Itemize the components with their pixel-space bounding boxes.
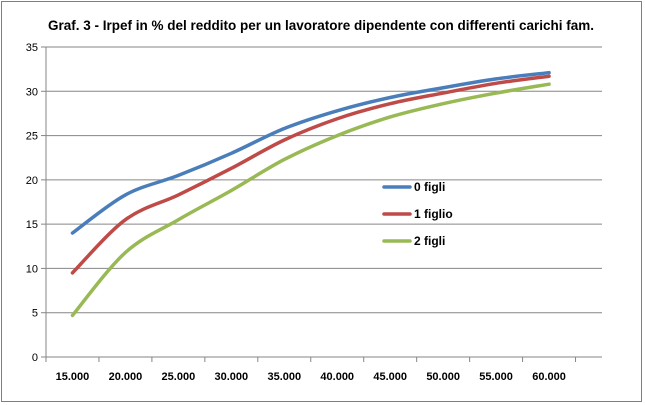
gridlines <box>46 46 602 314</box>
x-tick-label: 55.000 <box>479 371 513 383</box>
y-tick-label: 35 <box>26 42 38 54</box>
chart-title: Graf. 3 - Irpef in % del reddito per un … <box>48 18 594 33</box>
legend-label: 2 figli <box>414 234 445 248</box>
y-tick-label: 20 <box>26 175 38 187</box>
legend-label: 1 figlio <box>414 207 453 221</box>
x-tick-label: 50.000 <box>426 371 460 383</box>
legend: 0 figli 1 figlio 2 figli <box>382 180 453 248</box>
axes <box>41 46 602 362</box>
y-tick-label: 10 <box>26 263 38 275</box>
x-tick-label: 40.000 <box>320 371 354 383</box>
data-series <box>70 70 551 318</box>
series-line-1-figlio <box>70 74 551 275</box>
x-tick-label: 45.000 <box>373 371 407 383</box>
x-tick-label: 30.000 <box>215 371 249 383</box>
y-tick-labels: 0 5 10 15 20 25 30 35 <box>26 42 38 364</box>
y-tick-label: 25 <box>26 131 38 143</box>
series-line-2-figli <box>70 82 551 318</box>
y-tick-label: 0 <box>32 352 38 364</box>
x-tick-label: 15.000 <box>56 371 90 383</box>
x-tick-label: 20.000 <box>109 371 143 383</box>
series-line-0-figli <box>70 70 551 235</box>
y-tick-label: 30 <box>26 86 38 98</box>
x-tick-labels: 15.000 20.000 25.000 30.000 35.000 40.000 45.0… <box>56 371 566 383</box>
x-tick-label: 25.000 <box>162 371 196 383</box>
legend-label: 0 figli <box>414 180 445 194</box>
y-tick-label: 15 <box>26 219 38 231</box>
x-tick-label: 60.000 <box>532 371 566 383</box>
y-tick-label: 5 <box>32 308 38 320</box>
x-tick-label: 35.000 <box>267 371 301 383</box>
